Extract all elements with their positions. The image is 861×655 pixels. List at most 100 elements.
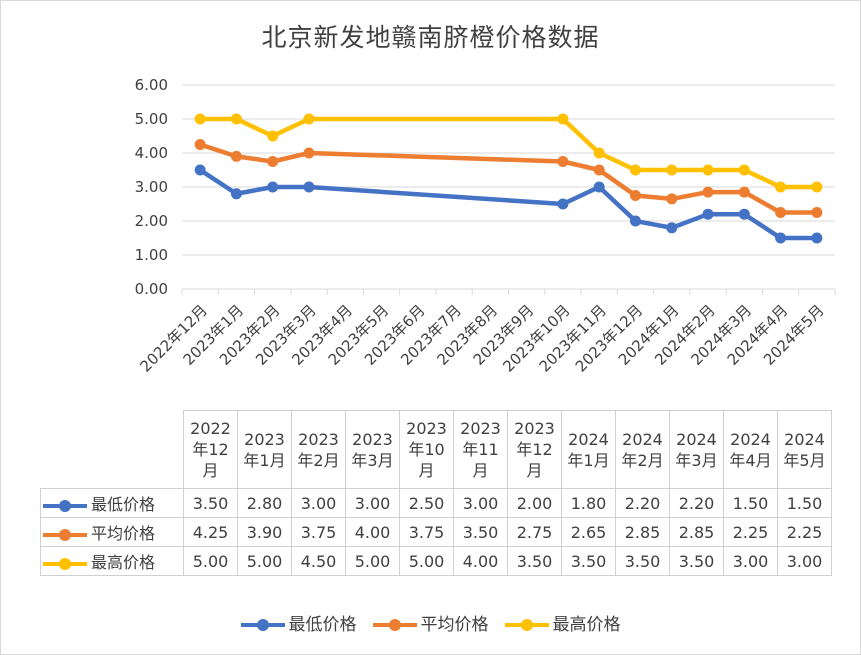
data-table-corner [40,410,184,489]
series-lines [194,113,823,244]
data-table-cell: 3.00 [345,488,400,518]
data-table-cell: 1.50 [723,488,778,518]
data-table-cell: 5.00 [237,546,292,576]
x-axis-tick-labels: 2022年12月2023年1月2023年2月2023年3月2023年4月2023… [137,301,828,375]
data-table-cell: 2.00 [507,488,562,518]
data-table-row: 最低价格 3.50 2.80 3.00 3.00 2.50 3.00 2.00 1.80 2.20… [40,488,832,518]
data-table-cell: 3.50 [507,546,562,576]
data-table-row-label: 最低价格 [40,488,184,518]
data-point [557,156,569,167]
legend-key-icon [504,619,549,631]
data-point [738,186,750,198]
data-point [702,186,714,198]
y-tick-label: 5.00 [135,110,168,128]
data-table-cell: 5.00 [345,546,400,576]
data-point [811,181,823,193]
data-table-cell: 5.00 [399,546,454,576]
legend-key-icon [240,619,285,631]
data-point [775,207,787,218]
y-tick-label: 0.00 [135,280,168,298]
data-table-cell: 4.25 [183,517,238,547]
data-table-cell: 4.00 [453,546,508,576]
data-table-column-header: 2023 年12 月 [507,410,562,489]
data-table-column-header: 2023 年11 月 [453,410,508,489]
data-point [666,193,678,205]
legend-label: 平均价格 [420,615,489,635]
data-point [194,113,206,125]
data-table-cell: 3.90 [237,517,292,547]
data-table-cell: 3.50 [669,546,724,576]
data-point [194,164,206,176]
data-table-cell: 2.65 [561,517,616,547]
legend-label: 最高价格 [552,615,621,635]
series-最低价格 [194,164,823,244]
data-table-cell: 3.00 [291,488,346,518]
legend: 最低价格 平均价格 最高价格 [0,610,861,635]
data-table-header-row: 2022 年12 月 2023 年1月 2023 年2月 2023 年3月 2023 年10 月 202… [40,410,832,489]
data-point [811,207,823,218]
data-table-column-header: 2024 年1月 [561,410,616,489]
line-chart-plot: 0.00 1.00 2.00 3.00 4.00 5.00 6.00 2022年12月202… [135,76,836,376]
data-table-cell: 1.80 [561,488,616,518]
data-table-cell: 3.00 [777,546,832,576]
data-table-row-label: 平均价格 [40,517,184,547]
data-table-cell: 3.00 [453,488,508,518]
data-table-cell: 2.75 [507,517,562,547]
data-point [738,208,750,220]
data-table-cell: 3.50 [615,546,670,576]
data-table: 2022 年12 月 2023 年1月 2023 年2月 2023 年3月 2023 年10 月 202… [40,410,832,576]
series-平均价格 [194,139,823,218]
data-point [629,190,641,201]
data-point [666,164,678,176]
data-point [267,130,279,142]
data-point [629,164,641,176]
data-point [303,113,315,125]
series-line [200,116,817,190]
data-table-column-header: 2023 年2月 [291,410,346,489]
data-point [267,156,279,167]
data-table-cell: 3.75 [399,517,454,547]
y-tick-label: 3.00 [135,178,168,196]
data-table-column-header: 2023 年3月 [345,410,400,489]
data-table-cell: 2.85 [669,517,724,547]
data-table-cell: 4.00 [345,517,400,547]
data-point [230,188,242,200]
data-point [230,150,242,162]
y-tick-label: 6.00 [135,76,168,94]
data-table-cell: 3.00 [723,546,778,576]
data-table-cell: 1.50 [777,488,832,518]
data-point [666,222,678,234]
y-tick-label: 1.00 [135,246,168,264]
y-tick-label: 2.00 [135,212,168,230]
data-point [702,208,714,220]
y-axis-tick-labels: 0.00 1.00 2.00 3.00 4.00 5.00 6.00 [135,76,168,298]
legend-item: 最高价格 [504,610,621,635]
series-line [199,142,817,215]
data-point [303,181,315,193]
data-table-column-header: 2024 年3月 [669,410,724,489]
data-table-column-header: 2022 年12 月 [183,410,238,489]
data-table-cell: 4.50 [291,546,346,576]
data-table-cell: 2.20 [615,488,670,518]
data-point [775,181,787,193]
data-point [557,198,569,210]
legend-key-icon [43,499,87,512]
legend-key-icon [372,619,417,631]
data-point [194,139,206,150]
data-table-column-header: 2024 年2月 [615,410,670,489]
data-table-cell: 2.85 [615,517,670,547]
legend-key-icon [43,557,87,570]
data-table-cell: 2.20 [669,488,724,518]
data-table-cell: 2.80 [237,488,292,518]
data-point [702,164,714,176]
data-table-cell: 3.50 [561,546,616,576]
data-table-cell: 3.50 [183,488,238,518]
data-point [629,215,641,227]
series-line [198,168,817,241]
data-point [775,232,787,244]
data-table-cell: 3.75 [291,517,346,547]
data-point [738,164,750,176]
data-point [267,181,279,193]
data-table-row-label: 最高价格 [40,546,184,576]
data-table-row: 最高价格 5.00 5.00 4.50 5.00 5.00 4.00 3.50 3.50 3.50… [40,546,832,576]
